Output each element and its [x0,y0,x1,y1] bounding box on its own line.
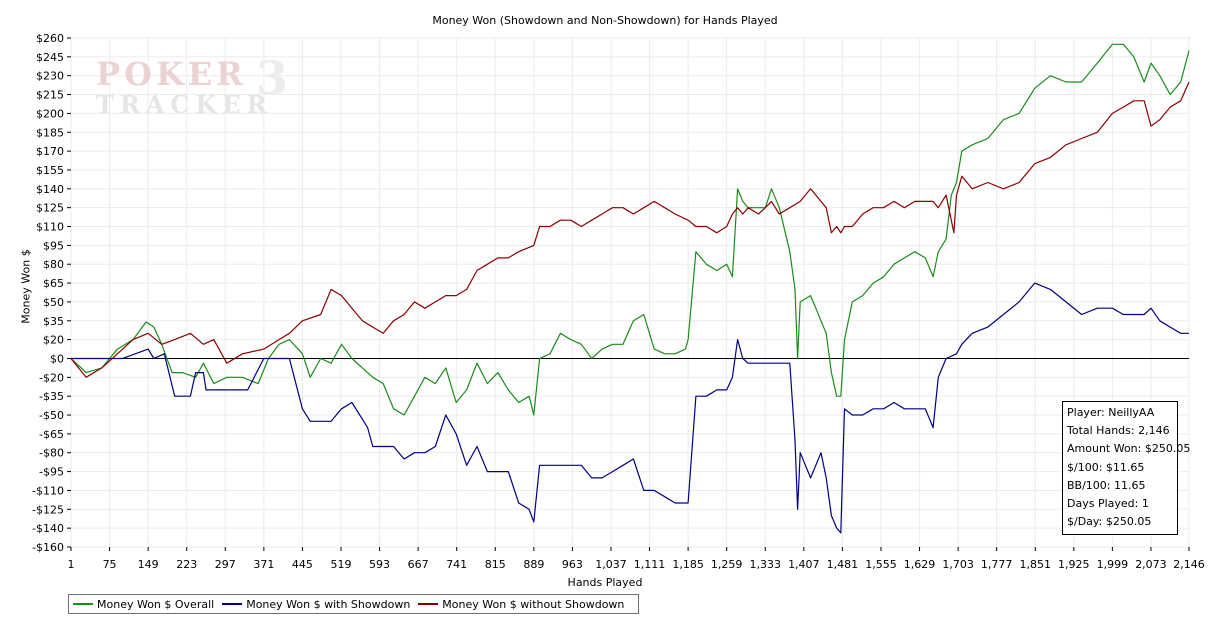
x-tick-label: 2,073 [1135,558,1167,571]
legend-item-showdown[interactable]: Money Won $ with Showdown [222,598,410,611]
legend-swatch-overall [73,603,93,605]
series-showdown-line [71,282,1189,534]
legend-swatch-non-showdown [418,603,439,605]
y-tick-label: $110 [36,221,64,234]
x-tick-label: 1,777 [981,558,1013,571]
x-tick-label: 1,555 [865,558,897,571]
y-tick-label: -$80 [39,447,64,460]
x-tick-label: 519 [330,558,351,571]
x-tick-label: 889 [523,558,544,571]
y-tick-label: -$160 [32,541,64,554]
y-tick-label: -$50 [39,409,64,422]
x-tick-label: 75 [103,558,117,571]
x-tick-label: 1,037 [595,558,627,571]
y-tick-label: -$140 [32,522,64,535]
y-tick-label: $50 [43,296,64,309]
x-tick-label: 1,185 [672,558,704,571]
series-non-showdown-line [70,81,1190,378]
y-tick-label: $95 [43,239,64,252]
series-lines [70,43,1190,534]
y-tick-label: $170 [36,145,64,158]
chart-title: Money Won (Showdown and Non-Showdown) fo… [432,14,778,27]
watermark-line1: POKER [96,55,247,93]
x-axis-label: Hands Played [567,576,643,589]
x-tick-label: 1,333 [750,558,782,571]
y-tick-label: $155 [36,164,64,177]
x-tick-label: 815 [485,558,506,571]
y-tick-label: $125 [36,202,64,215]
stat-per-day: $/Day: $250.05 [1067,515,1152,529]
x-tick-label: 667 [408,558,429,571]
y-tick-label: $0 [50,352,64,365]
legend-label-showdown: Money Won $ with Showdown [246,597,411,611]
x-tick-label: 371 [253,558,274,571]
y-tick-label: -$125 [32,503,64,516]
stats-box: Player: NeillyAA Total Hands: 2,146 Amou… [1062,401,1191,535]
x-tick-label: 1 [68,558,75,571]
x-tick-label: 297 [215,558,236,571]
x-tick-label: 1,925 [1058,558,1090,571]
x-tick-label: 223 [176,558,197,571]
x-tick-label: 1,259 [711,558,743,571]
x-tick-label: 1,703 [942,558,974,571]
series-overall-line [70,43,1190,416]
stat-bb-per-100: BB/100: 11.65 [1067,478,1146,492]
y-tick-label: $140 [36,183,64,196]
x-tick-label: 963 [562,558,583,571]
x-tick-label: 1,999 [1097,558,1129,571]
y-tick-label: $260 [36,32,64,45]
y-tick-label: -$35 [39,390,64,403]
stat-player: Player: NeillyAA [1067,406,1155,419]
y-tick-label: $230 [36,70,64,83]
x-axis-ticks: 1 75 149 223 297 371 445 519 593 667 741 815 889 963 1… [68,547,1205,571]
y-tick-label: $215 [36,89,64,102]
x-tick-label: 1,407 [788,558,820,571]
y-tick-label: -$65 [39,428,64,441]
y-tick-label: $65 [43,277,64,290]
plot-area [70,37,1190,548]
legend-item-overall[interactable]: Money Won $ Overall [73,598,214,611]
watermark-mark: 3 [256,51,293,105]
y-tick-label: $245 [36,51,64,64]
watermark-line2: TRACKER [96,90,273,119]
legend: Money Won $ Overall Money Won $ with Sho… [68,594,640,614]
stat-per-100: $/100: $11.65 [1067,460,1145,474]
y-tick-label: -$110 [32,484,64,497]
stat-days-played: Days Played: 1 [1067,496,1149,510]
legend-swatch-showdown [222,603,243,605]
legend-item-non-showdown[interactable]: Money Won $ without Showdown [418,598,624,611]
x-tick-label: 445 [292,558,313,571]
x-tick-label: 1,629 [904,558,936,571]
x-tick-label: 1,111 [634,558,666,571]
y-tick-label: $200 [36,107,64,120]
legend-label-non-showdown: Money Won $ without Showdown [442,597,625,611]
poker-tracker-watermark: POKER TRACKER 3 [96,51,288,119]
y-tick-label: $35 [43,315,64,328]
y-tick-label: $80 [43,258,64,271]
x-tick-label: 1,851 [1019,558,1051,571]
x-tick-label: 1,481 [827,558,859,571]
x-tick-label: 2,146 [1173,558,1205,571]
y-tick-label: $20 [43,334,64,347]
stat-total-hands: Total Hands: 2,146 [1067,424,1170,438]
y-axis-ticks: $260 $245 $230 $215 $200 $185 $170 $155 $140 $125… [32,32,71,554]
x-tick-label: 593 [369,558,390,571]
y-axis-label: Money Won $ [19,249,33,324]
x-tick-label: 741 [446,558,467,571]
x-tick-label: 149 [138,558,159,571]
legend-label-overall: Money Won $ Overall [97,597,215,611]
y-tick-label: -$95 [39,466,64,479]
stat-amount-won: Amount Won: $250.05 [1067,442,1191,456]
y-tick-label: $185 [36,126,64,139]
y-tick-label: -$20 [39,371,64,384]
